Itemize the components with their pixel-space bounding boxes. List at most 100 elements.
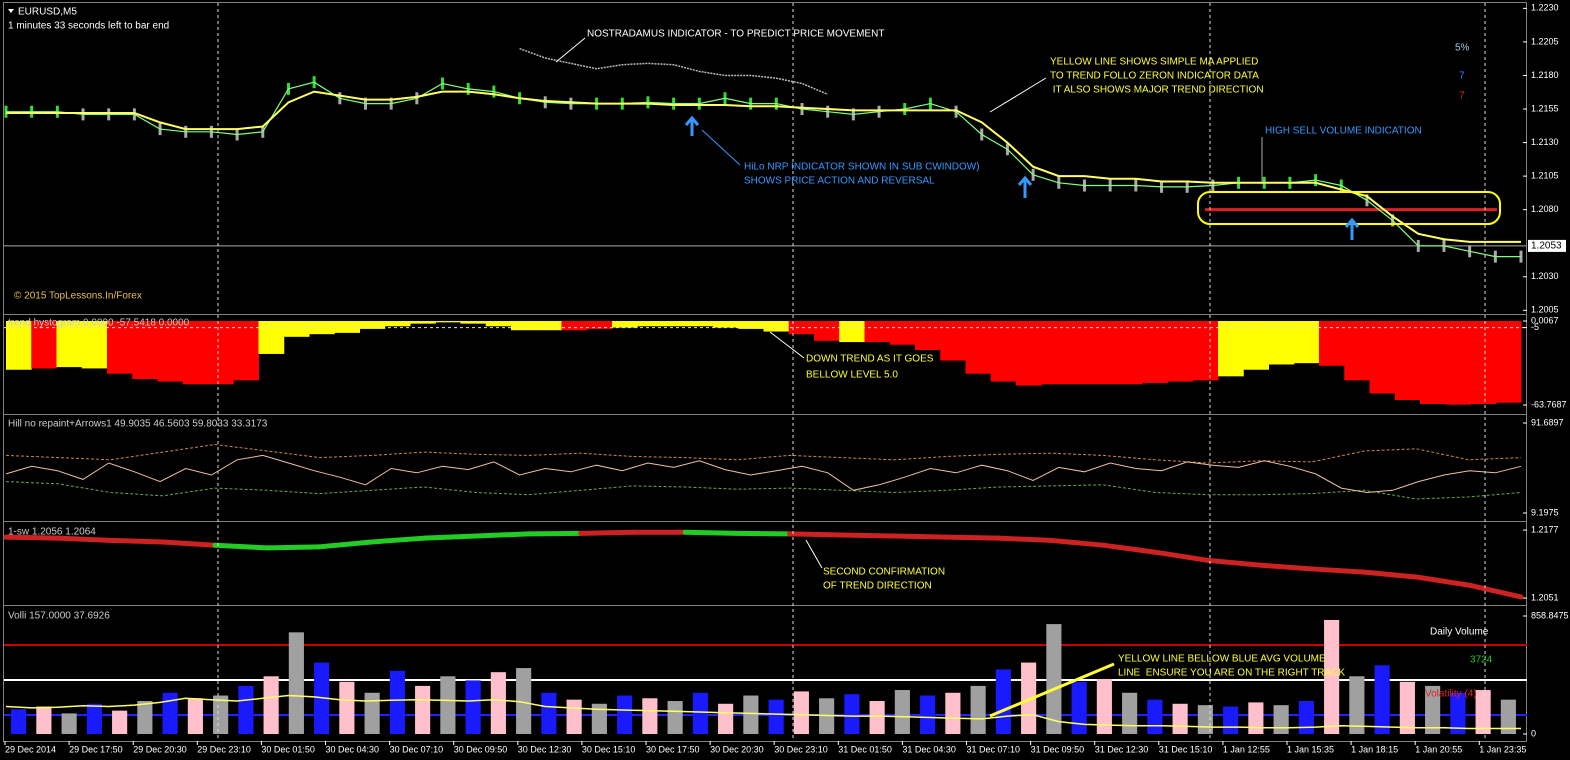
- annotation: BELLOW LEVEL 5.0: [806, 370, 898, 381]
- x-tick-label: 1 Jan 15:35: [1287, 744, 1334, 754]
- volume-bar: [86, 703, 102, 734]
- lower-band: [5, 481, 1522, 500]
- x-tick-label: 31 Dec 07:10: [967, 744, 1021, 754]
- volume-bar: [516, 668, 532, 734]
- plot-layers: [3, 47, 1527, 734]
- sw-segment: [107, 537, 166, 545]
- volume-bar: [970, 685, 986, 734]
- x-tick-label: 1 Jan 20:55: [1415, 744, 1462, 754]
- volume-bar: [490, 672, 506, 734]
- annotation: NOSTRADAMUS INDICATOR - TO PREDICT PRICE…: [587, 29, 884, 40]
- trend-bar: [157, 321, 184, 382]
- volume-bar: [61, 713, 77, 734]
- annotation: YELLOW LINE SHOWS SIMPLE MA APPLIED: [1050, 57, 1258, 68]
- symbol: EURUSD,M5: [18, 7, 77, 18]
- trend-bar: [586, 321, 613, 329]
- volume-bar: [718, 703, 734, 734]
- annotation: SECOND CONFIRMATION: [823, 567, 945, 578]
- volume-bar: [1046, 624, 1062, 734]
- sw-segment: [369, 535, 427, 545]
- daily-volume-label: Daily Volume: [1430, 627, 1489, 638]
- x-tick-label: 30 Dec 15:10: [582, 744, 636, 754]
- y-tick-label: 0.0067: [1531, 315, 1559, 325]
- pointer: [805, 539, 823, 569]
- menu-triangle[interactable]: [8, 9, 14, 13]
- sw-segment: [1257, 562, 1315, 572]
- trend-bar: [107, 321, 133, 374]
- volume-bar: [869, 701, 885, 734]
- reversal-arrows: [684, 115, 1360, 240]
- trend-bar: [485, 321, 512, 327]
- volume-bar: [1197, 705, 1213, 734]
- annotation: OF TREND DIRECTION: [823, 581, 932, 592]
- trend-bar: [536, 321, 562, 331]
- trend-bar: [132, 321, 158, 379]
- trend-bar: [435, 321, 461, 323]
- sw-segment: [578, 529, 636, 536]
- trend-bar: [889, 321, 916, 345]
- annotation: SHOWS PRICE ACTION AND REVERSAL: [744, 176, 935, 187]
- y-tick-label: -63.7687: [1531, 399, 1567, 409]
- y-tick-label: 858.8475: [1531, 610, 1569, 620]
- x-tick-label: 29 Dec 17:50: [69, 744, 123, 754]
- volume-bar: [1324, 619, 1340, 734]
- sw-segment: [1205, 557, 1263, 568]
- trend-bar: [1445, 321, 1471, 405]
- volume-bar: [162, 692, 178, 734]
- trend-bar: [309, 321, 335, 335]
- volume-bar: [844, 694, 860, 734]
- trend-bar: [763, 321, 790, 332]
- volume-bar: [541, 692, 557, 734]
- x-tick-label: 31 Dec 15:10: [1159, 744, 1213, 754]
- trend-bar: [283, 321, 310, 337]
- x-tick-label: 31 Dec 12:30: [1095, 744, 1149, 754]
- volatility-label: Volatility (4): [1425, 689, 1477, 700]
- sw-segment: [1100, 542, 1158, 555]
- trend-bar: [258, 321, 285, 354]
- trend-bar: [1369, 321, 1396, 394]
- sw-segment: [525, 530, 584, 537]
- trend-bar: [31, 321, 57, 369]
- trend-bar: [1142, 321, 1168, 383]
- sw-segment: [212, 542, 270, 551]
- bar-timer: 1 minutes 33 seconds left to bar end: [8, 21, 169, 32]
- volume-bar: [11, 709, 27, 734]
- volume-bar: [692, 692, 708, 734]
- trend-bar: [182, 321, 209, 385]
- y-tick-label: 1.2205: [1531, 36, 1559, 46]
- x-tick-label: 1 Jan 23:35: [1479, 744, 1526, 754]
- panel-label: 1-sw 1.2056 1.2064: [8, 527, 96, 538]
- trend-bar: [511, 321, 537, 331]
- volume-bar: [1475, 690, 1491, 734]
- panel-label: Volli 157.0000 37.6926: [8, 611, 110, 622]
- trend-bar: [56, 321, 83, 368]
- red-count: 7: [1459, 91, 1465, 102]
- volume-bar: [415, 685, 431, 734]
- volume-bar: [1248, 702, 1264, 734]
- volume-bar: [1147, 699, 1163, 734]
- x-tick-label: 29 Dec 23:10: [197, 744, 251, 754]
- trend-bar: [990, 321, 1017, 382]
- y-tick-label: 0: [1531, 728, 1536, 738]
- x-tick-label: 30 Dec 23:10: [774, 744, 828, 754]
- sw-segment: [943, 534, 1002, 541]
- trend-bar: [713, 321, 739, 328]
- volume-bar: [667, 701, 683, 734]
- pointer: [989, 77, 1047, 113]
- trend-bar: [940, 321, 966, 361]
- y-tick-label: 1.2051: [1531, 592, 1559, 602]
- volume-bar: [288, 632, 304, 734]
- trend-bar: [1268, 321, 1295, 365]
- copyright: © 2015 TopLessons.In/Forex: [14, 291, 142, 302]
- y-tick-label: 1.2005: [1531, 305, 1559, 315]
- trend-bar: [637, 321, 663, 327]
- trend-bar: [864, 321, 891, 343]
- x-tick-label: 31 Dec 04:30: [902, 744, 956, 754]
- volume-bar: [566, 699, 582, 734]
- y-tick-label: 1.2230: [1531, 3, 1559, 13]
- x-tick-label: 30 Dec 09:50: [454, 744, 508, 754]
- y-tick-label: 1.2105: [1531, 170, 1559, 180]
- trend-bar: [965, 321, 992, 374]
- trend-bar: [561, 321, 588, 331]
